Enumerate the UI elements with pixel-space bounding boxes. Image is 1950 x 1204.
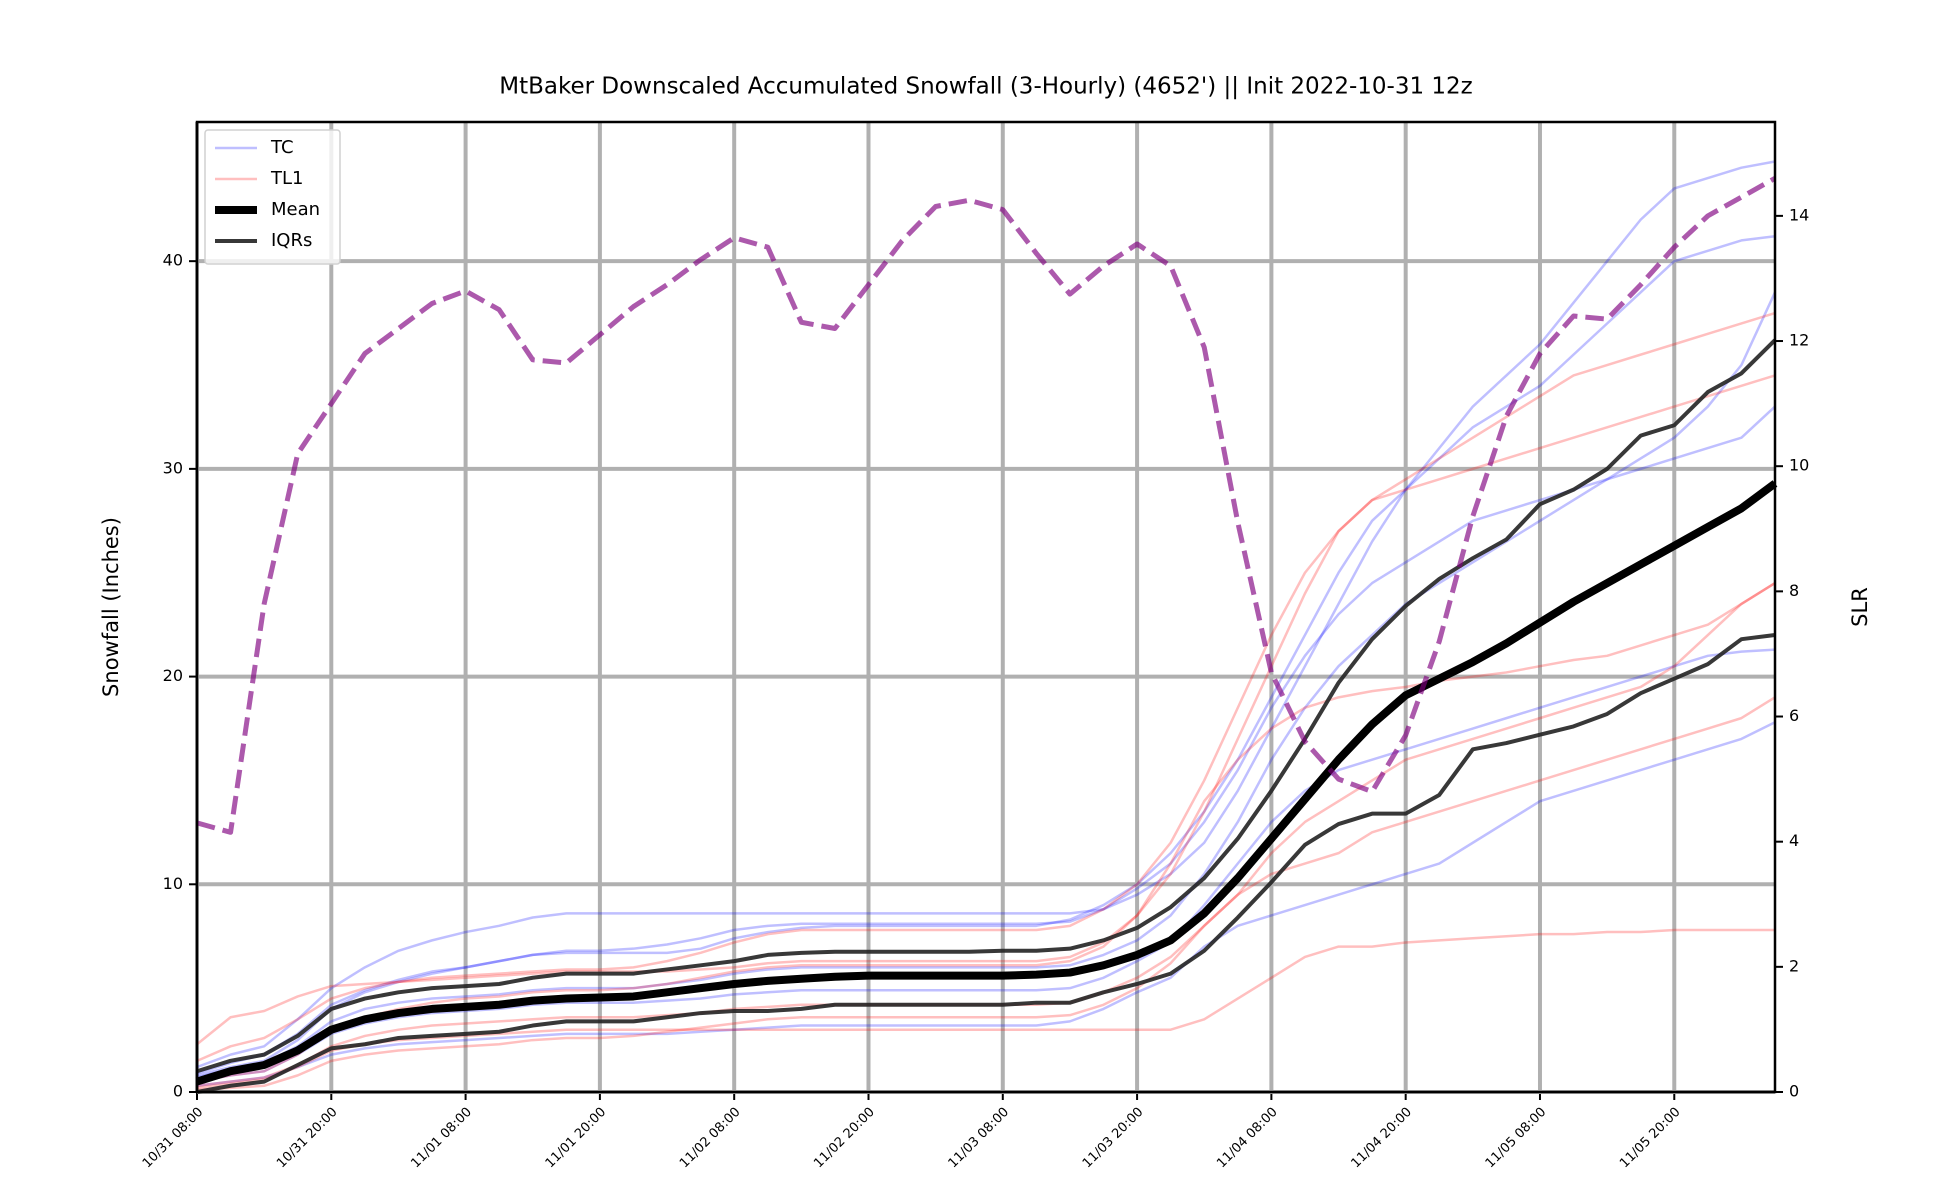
x-tick-label: 11/05 20:00 [1617, 1105, 1684, 1172]
series-line [196, 928, 1775, 1090]
series-line [196, 648, 1776, 1083]
series-line [196, 338, 1777, 1074]
series-line [196, 633, 1776, 1094]
series-line [196, 374, 1776, 1046]
series-line [196, 582, 1776, 1083]
y2-tick-label: 10 [1789, 456, 1809, 475]
x-tick-label: 11/02 20:00 [811, 1105, 878, 1172]
y-tick-label: 0 [173, 1082, 183, 1101]
y-tick-label: 20 [163, 666, 183, 685]
y2-tick-label: 12 [1789, 331, 1809, 350]
y2-tick-label: 0 [1789, 1082, 1799, 1101]
y2-tick-label: 2 [1789, 956, 1799, 975]
x-tick-label: 11/01 08:00 [408, 1105, 475, 1172]
series-line [196, 160, 1776, 1069]
series-line [196, 721, 1776, 1088]
x-tick-label: 11/03 20:00 [1080, 1105, 1147, 1172]
x-tick-label: 11/05 08:00 [1483, 1105, 1550, 1172]
x-tick-label: 11/04 20:00 [1348, 1105, 1415, 1172]
legend-label: Mean [271, 199, 320, 220]
x-tick-label: 11/03 08:00 [946, 1105, 1013, 1172]
x-tick-label: 10/31 08:00 [140, 1105, 207, 1172]
series-line [196, 696, 1776, 1092]
y2-tick-label: 4 [1789, 831, 1799, 850]
y2-axis-label: SLR [1848, 587, 1872, 627]
legend-label: TC [270, 137, 294, 158]
x-tick-label: 10/31 20:00 [274, 1105, 341, 1172]
y2-tick-label: 8 [1789, 581, 1799, 600]
x-tick-label: 11/02 08:00 [677, 1105, 744, 1172]
y-tick-label: 10 [163, 874, 183, 893]
slr-line [196, 176, 1777, 835]
legend-label: IQRs [271, 230, 312, 251]
plot-frame [195, 120, 1777, 1094]
series-line [196, 405, 1776, 1077]
series-line [196, 291, 1777, 1079]
y-axis-label: Snowfall (Inches) [99, 517, 123, 697]
y2-tick-label: 14 [1789, 205, 1809, 224]
legend-label: TL1 [270, 168, 303, 189]
x-tick-label: 11/04 08:00 [1214, 1105, 1281, 1172]
chart-title: MtBaker Downscaled Accumulated Snowfall … [499, 74, 1473, 100]
y-tick-label: 30 [163, 458, 183, 477]
y-tick-label: 40 [163, 251, 183, 270]
series-line [195, 480, 1778, 1086]
y2-tick-label: 6 [1789, 706, 1799, 725]
x-tick-label: 11/01 20:00 [543, 1105, 610, 1172]
legend-box [204, 129, 341, 265]
series-line [196, 311, 1776, 1062]
